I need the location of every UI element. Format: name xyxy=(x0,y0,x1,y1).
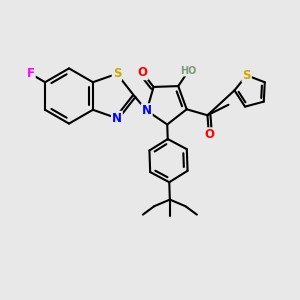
Text: HO: HO xyxy=(181,66,197,76)
Text: S: S xyxy=(113,67,121,80)
Text: N: N xyxy=(112,112,122,125)
Text: S: S xyxy=(242,69,251,82)
Text: F: F xyxy=(27,68,35,80)
Text: O: O xyxy=(204,128,214,141)
Text: N: N xyxy=(142,104,152,117)
Text: O: O xyxy=(137,66,148,79)
